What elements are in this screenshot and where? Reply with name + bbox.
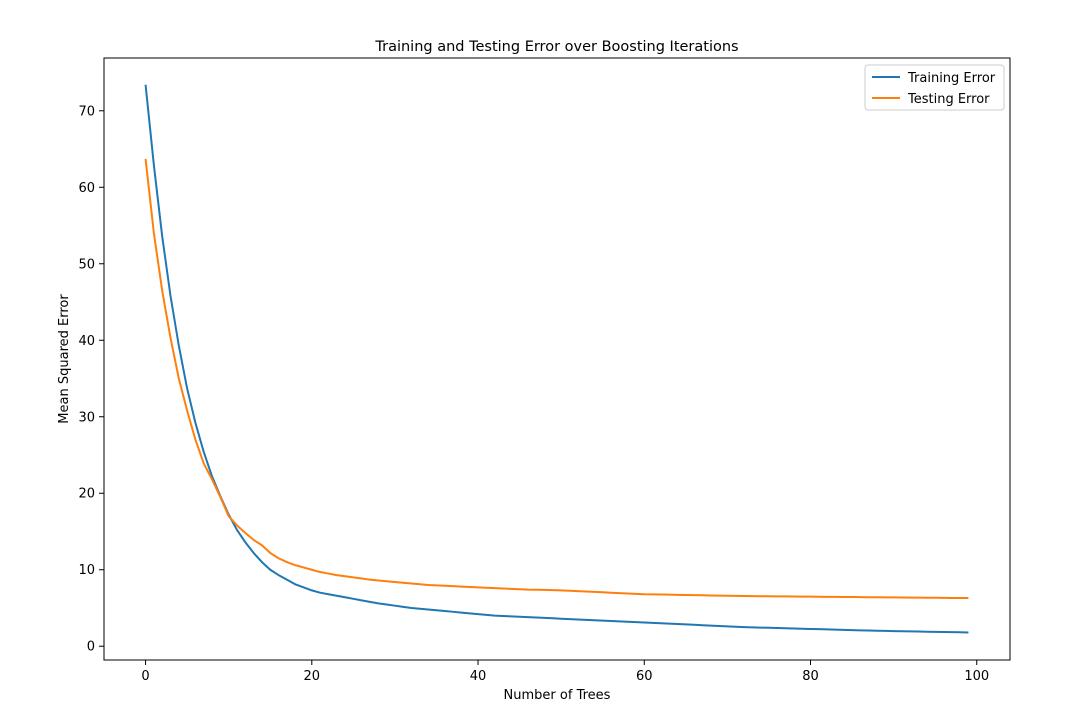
y-tick-label: 40 <box>78 334 95 349</box>
y-tick-label: 0 <box>87 640 95 655</box>
legend: Training Error Testing Error <box>864 64 1005 111</box>
y-tick-label: 20 <box>78 487 95 502</box>
x-tick-label: 80 <box>802 669 819 684</box>
y-tick-label: 50 <box>78 257 95 272</box>
x-tick-label: 20 <box>304 669 321 684</box>
x-tick-label: 40 <box>470 669 487 684</box>
plot-area <box>103 57 1011 661</box>
chart-title: Training and Testing Error over Boosting… <box>374 39 738 55</box>
y-tick-label: 10 <box>78 563 95 578</box>
series-line-1 <box>144 158 969 600</box>
y-axis: 0 10 20 30 40 50 60 70 <box>78 104 104 655</box>
legend-label-1: Testing Error <box>907 92 990 107</box>
legend-label-0: Training Error <box>907 71 996 86</box>
x-tick-label: 60 <box>636 669 653 684</box>
series-line-0 <box>144 84 969 634</box>
y-tick-label: 60 <box>78 181 95 196</box>
x-tick-label: 100 <box>964 669 989 684</box>
y-tick-label: 30 <box>78 410 95 425</box>
y-tick-label: 70 <box>78 104 95 119</box>
x-tick-label: 0 <box>141 669 149 684</box>
series-layer <box>144 84 969 634</box>
x-axis-label: Number of Trees <box>504 688 611 703</box>
x-axis: 0 20 40 60 80 100 <box>141 660 989 684</box>
y-axis-label: Mean Squared Error <box>57 294 72 424</box>
